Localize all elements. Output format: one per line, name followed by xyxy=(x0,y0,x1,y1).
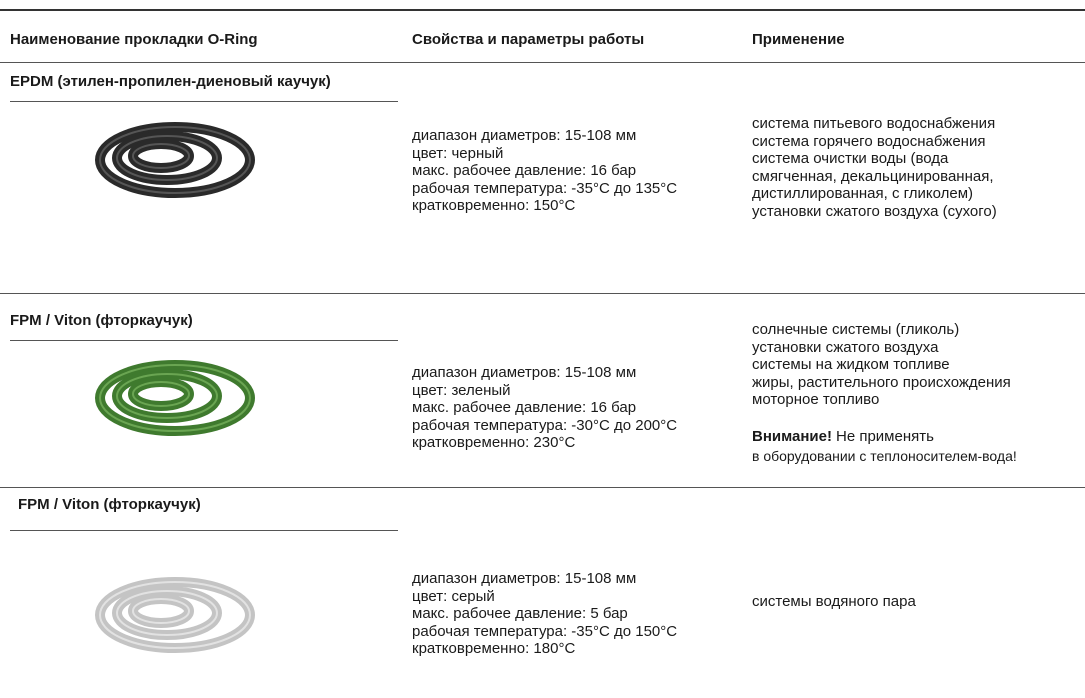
application-line: установки сжатого воздуха (сухого) xyxy=(752,202,997,220)
row-rule xyxy=(0,293,1085,294)
o-ring xyxy=(132,143,190,169)
name-rule xyxy=(10,530,398,531)
application-line: система очистки воды (вода xyxy=(752,150,949,167)
application-line: смягченная, декальцинированная, xyxy=(752,167,994,185)
application-line: системы водяного пара xyxy=(752,593,916,610)
column-header: Наименование прокладки O-Ring xyxy=(10,31,258,48)
application-line: система горячего водоснабжения xyxy=(752,132,986,150)
property-line: кратковременно: 180°C xyxy=(412,640,576,657)
material-name: EPDM (этилен-пропилен-диеновый каучук) xyxy=(10,73,331,90)
o-ring xyxy=(116,373,218,419)
o-ring xyxy=(99,581,251,649)
warning-detail: в оборудовании с теплоносителем-вода! xyxy=(752,447,1017,464)
property-line: цвет: серый xyxy=(412,587,495,605)
application-line: жиры, растительного происхождения xyxy=(752,373,1011,391)
property-line: рабочая температура: -30°C до 200°C xyxy=(412,416,678,434)
material-name: FPM / Viton (фторкаучук) xyxy=(18,496,201,513)
property-line: кратковременно: 230°C xyxy=(412,434,576,451)
warning-label: Внимание! xyxy=(752,427,832,445)
application-line: установки сжатого воздуха xyxy=(752,338,939,356)
property-line: макс. рабочее давление: 16 бар xyxy=(412,162,637,179)
property-line: диапазон диаметров: 15-108 мм xyxy=(412,127,637,144)
application-line: моторное топливо xyxy=(752,391,880,408)
o-ring xyxy=(99,364,251,432)
name-rule xyxy=(10,101,398,102)
property-line: цвет: зеленый xyxy=(412,381,511,399)
header-rule xyxy=(0,62,1085,63)
material-name: FPM / Viton (фторкаучук) xyxy=(10,312,193,329)
property-line: диапазон диаметров: 15-108 мм xyxy=(412,570,637,587)
column-header: Применение xyxy=(752,31,845,48)
property-line: макс. рабочее давление: 5 бар xyxy=(412,605,628,622)
o-ring xyxy=(116,590,218,636)
column-header: Свойства и параметры работы xyxy=(412,31,645,48)
warning-text: Не применять xyxy=(835,427,934,445)
property-line: цвет: черный xyxy=(412,144,504,162)
application-line: солнечные системы (гликоль) xyxy=(752,321,960,338)
o-ring xyxy=(99,126,251,194)
property-line: макс. рабочее давление: 16 бар xyxy=(412,399,637,416)
top-rule xyxy=(0,9,1085,11)
application-line: дистиллированная, с гликолем) xyxy=(752,185,974,202)
o-ring xyxy=(132,381,190,407)
application-line: системы на жидком топливе xyxy=(752,356,950,373)
property-line: кратковременно: 150°C xyxy=(412,197,576,214)
property-line: диапазон диаметров: 15-108 мм xyxy=(412,364,637,381)
row-rule xyxy=(0,487,1085,488)
property-line: рабочая температура: -35°C до 150°C xyxy=(412,622,678,640)
application-line: система питьевого водоснабжения xyxy=(752,115,996,132)
property-line: рабочая температура: -35°C до 135°C xyxy=(412,179,678,197)
name-rule xyxy=(10,340,398,341)
o-ring xyxy=(132,598,190,624)
o-ring xyxy=(116,135,218,181)
